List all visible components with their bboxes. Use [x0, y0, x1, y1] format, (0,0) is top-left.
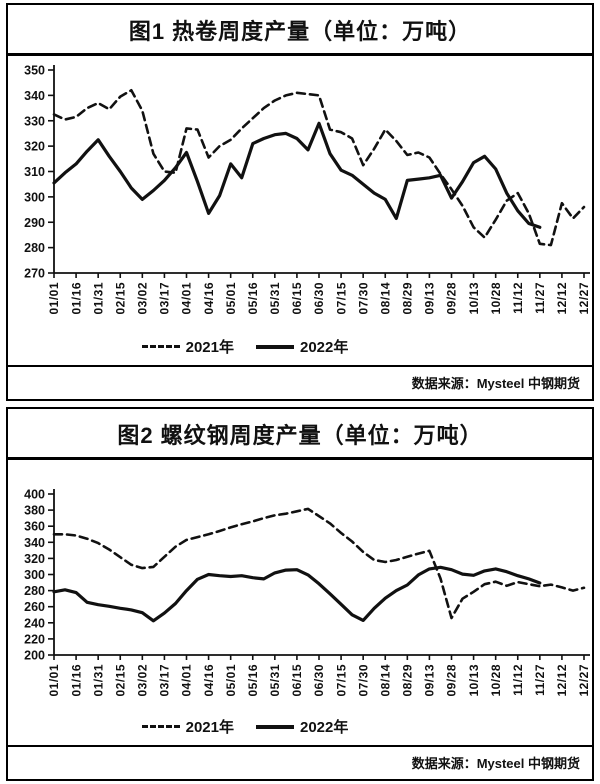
svg-text:05/31: 05/31: [268, 664, 282, 697]
svg-text:08/29: 08/29: [401, 282, 415, 315]
svg-text:05/01: 05/01: [224, 664, 238, 697]
svg-text:300: 300: [24, 190, 45, 204]
svg-text:02/15: 02/15: [113, 282, 127, 315]
svg-text:09/13: 09/13: [423, 282, 437, 315]
chart1-title: 图1 热卷周度产量（单位：万吨）: [128, 19, 472, 44]
svg-text:310: 310: [24, 165, 45, 179]
svg-text:11/12: 11/12: [511, 282, 525, 314]
svg-text:08/14: 08/14: [378, 664, 392, 697]
chart2-card: 图2 螺纹钢周度产量（单位：万吨） 400 380 360 340 320 300 280 2…: [6, 407, 594, 781]
chart2-legend-label-2022: 2022年: [300, 719, 349, 736]
svg-text:03/02: 03/02: [136, 282, 150, 315]
svg-text:04/01: 04/01: [180, 664, 194, 697]
solid-line-swatch: [256, 724, 294, 729]
svg-text:07/30: 07/30: [356, 282, 370, 315]
svg-text:240: 240: [24, 616, 45, 630]
chart1-source: 数据来源：Mysteel 中钢期货: [411, 376, 580, 391]
svg-text:09/13: 09/13: [423, 664, 437, 697]
svg-text:12/27: 12/27: [577, 282, 591, 315]
svg-text:12/12: 12/12: [555, 282, 569, 315]
svg-text:12/12: 12/12: [555, 664, 569, 697]
chart1-legend-item-2022: 2022年: [256, 336, 348, 357]
dashed-line-swatch: [141, 345, 180, 348]
svg-text:200: 200: [24, 649, 45, 663]
svg-text:11/27: 11/27: [533, 664, 547, 696]
svg-text:340: 340: [24, 89, 45, 103]
chart2-legend-label-2021: 2021年: [185, 719, 234, 736]
svg-text:03/17: 03/17: [158, 664, 172, 697]
chart1-legend-label-2021: 2021年: [185, 339, 234, 356]
svg-text:09/28: 09/28: [445, 282, 459, 315]
svg-text:04/16: 04/16: [202, 664, 216, 697]
svg-text:04/16: 04/16: [202, 282, 216, 315]
chart2-legend: 2021年 2022年: [0, 714, 537, 745]
svg-text:05/01: 05/01: [224, 282, 238, 315]
svg-text:01/31: 01/31: [91, 664, 105, 697]
svg-text:06/30: 06/30: [312, 282, 326, 315]
svg-text:01/16: 01/16: [69, 282, 83, 315]
svg-text:06/15: 06/15: [290, 664, 304, 697]
svg-text:02/15: 02/15: [113, 664, 127, 697]
chart1-source-divider: [8, 365, 592, 367]
svg-text:01/01: 01/01: [47, 664, 61, 697]
svg-text:340: 340: [24, 536, 45, 550]
svg-text:330: 330: [24, 114, 45, 128]
svg-text:350: 350: [24, 64, 45, 78]
svg-text:07/15: 07/15: [334, 282, 348, 315]
chart2-legend-item-2021: 2021年: [141, 716, 234, 737]
chart1-legend-label-2022: 2022年: [300, 339, 349, 356]
chart1-card: 图1 热卷周度产量（单位：万吨） 350 340 330 320 310 300 290 28…: [6, 3, 594, 401]
svg-text:260: 260: [24, 600, 45, 614]
svg-text:300: 300: [24, 568, 45, 582]
svg-text:06/15: 06/15: [290, 282, 304, 315]
svg-text:380: 380: [24, 504, 45, 518]
svg-text:11/27: 11/27: [533, 282, 547, 314]
svg-text:320: 320: [24, 552, 45, 566]
dashed-line-swatch: [141, 725, 180, 728]
svg-text:400: 400: [24, 488, 45, 502]
chart1-legend: 2021年 2022年: [0, 334, 537, 365]
svg-text:270: 270: [24, 267, 45, 281]
svg-text:320: 320: [24, 140, 45, 154]
svg-text:360: 360: [24, 520, 45, 534]
svg-text:06/30: 06/30: [312, 664, 326, 697]
svg-text:12/27: 12/27: [577, 664, 591, 697]
chart2-source: 数据来源：Mysteel 中钢期货: [411, 756, 580, 771]
solid-line-swatch: [256, 344, 294, 349]
svg-text:05/31: 05/31: [268, 282, 282, 315]
svg-text:280: 280: [24, 584, 45, 598]
svg-text:01/01: 01/01: [47, 282, 61, 315]
svg-text:09/28: 09/28: [445, 664, 459, 697]
svg-text:10/28: 10/28: [489, 664, 503, 697]
chart2-legend-item-2022: 2022年: [256, 716, 348, 737]
svg-text:10/13: 10/13: [467, 282, 481, 315]
svg-text:07/30: 07/30: [356, 664, 370, 697]
svg-text:11/12: 11/12: [511, 664, 525, 696]
svg-text:01/31: 01/31: [91, 282, 105, 315]
chart1-title-divider: [8, 53, 592, 56]
chart2-title-divider: [8, 457, 592, 460]
svg-text:04/01: 04/01: [180, 282, 194, 315]
svg-text:03/17: 03/17: [158, 282, 172, 315]
svg-text:03/02: 03/02: [136, 664, 150, 697]
svg-text:08/29: 08/29: [401, 664, 415, 697]
svg-text:220: 220: [24, 632, 45, 646]
svg-text:10/13: 10/13: [467, 664, 481, 697]
svg-text:01/16: 01/16: [69, 664, 83, 697]
svg-text:05/16: 05/16: [246, 664, 260, 697]
svg-text:10/28: 10/28: [489, 282, 503, 315]
svg-text:280: 280: [24, 241, 45, 255]
svg-text:07/15: 07/15: [334, 664, 348, 697]
chart2-title: 图2 螺纹钢周度产量（单位：万吨）: [117, 423, 483, 448]
chart1-legend-item-2021: 2021年: [141, 336, 234, 357]
svg-text:05/16: 05/16: [246, 282, 260, 315]
chart2-source-divider: [8, 745, 592, 747]
svg-text:290: 290: [24, 216, 45, 230]
svg-text:08/14: 08/14: [378, 282, 392, 315]
